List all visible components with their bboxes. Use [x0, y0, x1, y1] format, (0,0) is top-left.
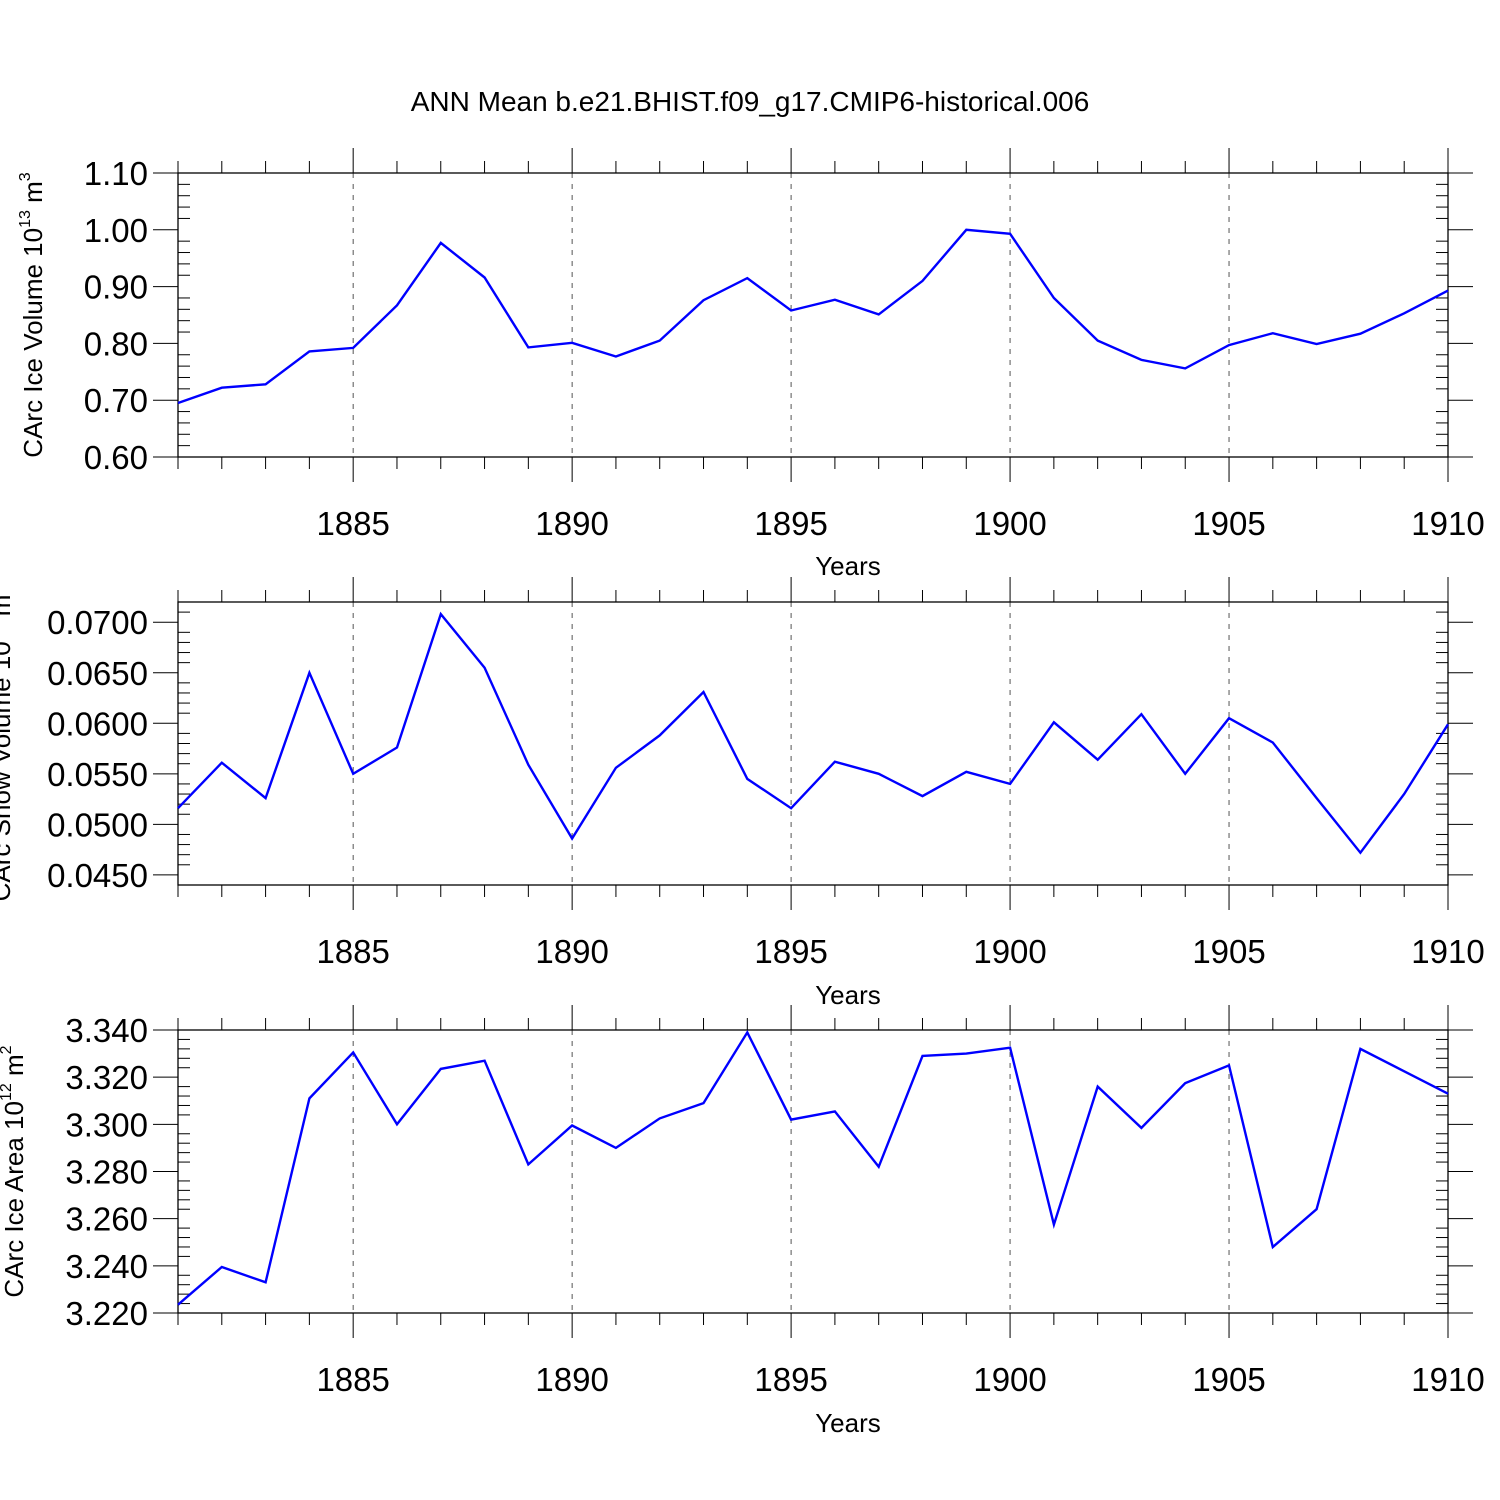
- x-tick-label: 1895: [754, 1361, 827, 1398]
- x-tick-label: 1900: [973, 1361, 1046, 1398]
- x-tick-label: 1890: [535, 933, 608, 970]
- y-tick-label: 0.0700: [47, 604, 148, 641]
- x-tick-label: 1885: [316, 505, 389, 542]
- x-tick-label: 1910: [1411, 933, 1484, 970]
- y-tick-label: 3.260: [65, 1201, 148, 1238]
- x-tick-label: 1910: [1411, 505, 1484, 542]
- x-axis-label: Years: [815, 1408, 881, 1438]
- y-tick-label: 1.10: [84, 155, 148, 192]
- y-tick-label: 0.0650: [47, 655, 148, 692]
- x-tick-label: 1895: [754, 933, 827, 970]
- y-tick-label: 0.80: [84, 325, 148, 362]
- x-tick-label: 1900: [973, 505, 1046, 542]
- y-tick-label: 0.0450: [47, 857, 148, 894]
- x-tick-label: 1905: [1192, 933, 1265, 970]
- x-tick-label: 1890: [535, 505, 608, 542]
- y-tick-label: 3.280: [65, 1154, 148, 1191]
- y-tick-label: 3.240: [65, 1248, 148, 1285]
- x-axis-label: Years: [815, 980, 881, 1010]
- x-tick-label: 1885: [316, 1361, 389, 1398]
- y-axis-label: CArc Snow Volume 1013 m3: [0, 586, 16, 902]
- y-tick-label: 0.70: [84, 382, 148, 419]
- plot-frame: [177, 1029, 1449, 1314]
- y-tick-label: 0.0600: [47, 705, 148, 742]
- y-tick-label: 3.320: [65, 1059, 148, 1096]
- y-tick-label: 3.300: [65, 1106, 148, 1143]
- series-line-1: [177, 611, 1450, 855]
- y-tick-label: 0.0500: [47, 806, 148, 843]
- y-tick-label: 0.60: [84, 439, 148, 476]
- y-axis-label: CArc Ice Area 1012 m2: [0, 1045, 29, 1297]
- chart-panel-2: 0.0700 0.0650 0.0600 0.0550 0.0500 0.0450 1885…: [0, 577, 1485, 1010]
- x-tick-label: 1905: [1192, 505, 1265, 542]
- plot-frame: [177, 172, 1449, 458]
- chart-panel-3: 3.340 3.320 3.300 3.280 3.260 3.240 3.220 1885 1…: [0, 1005, 1485, 1438]
- x-tick-label: 1905: [1192, 1361, 1265, 1398]
- panels: 1.10 1.00 0.90 0.80 0.70 0.60 1885 1890 1895 1900…: [0, 148, 1485, 1438]
- series-line-1: [177, 1029, 1449, 1306]
- series-line-1: [177, 228, 1449, 405]
- y-tick-label: 0.0550: [47, 756, 148, 793]
- y-tick-label: 1.00: [84, 212, 148, 249]
- x-tick-label: 1900: [973, 933, 1046, 970]
- y-axis-label: CArc Ice Volume 1013 m3: [17, 172, 48, 457]
- chart-panel-1: 1.10 1.00 0.90 0.80 0.70 0.60 1885 1890 1895 1900…: [17, 148, 1485, 581]
- x-axis-label: Years: [815, 551, 881, 581]
- y-tick-label: 0.90: [84, 269, 148, 306]
- y-tick-label: 3.340: [65, 1012, 148, 1049]
- plot-frame: [177, 601, 1449, 886]
- x-tick-label: 1885: [316, 933, 389, 970]
- x-tick-label: 1910: [1411, 1361, 1484, 1398]
- x-tick-label: 1890: [535, 1361, 608, 1398]
- y-tick-label: 3.220: [65, 1295, 148, 1332]
- x-tick-label: 1895: [754, 505, 827, 542]
- figure-title: ANN Mean b.e21.BHIST.f09_g17.CMIP6-histo…: [411, 86, 1090, 117]
